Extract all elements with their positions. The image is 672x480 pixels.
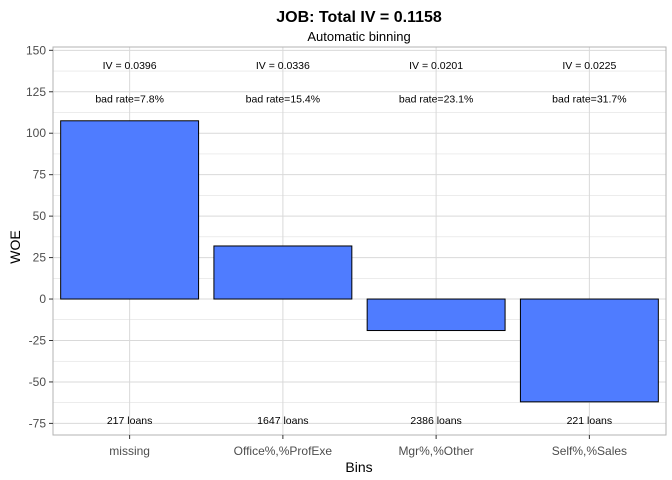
- y-tick-label: -75: [29, 416, 47, 430]
- bad-rate-label-0: bad rate=7.8%: [95, 93, 164, 105]
- bad-rate-label-2: bad rate=23.1%: [399, 93, 473, 105]
- x-tick-label: Office%,%ProfExe: [234, 444, 333, 458]
- iv-label-2: IV = 0.0201: [409, 60, 463, 72]
- y-tick-label: -50: [29, 375, 47, 389]
- x-tick-label: Mgr%,%Other: [398, 444, 473, 458]
- bad-rate-label-3: bad rate=31.7%: [552, 93, 626, 105]
- x-tick-label: missing: [109, 444, 150, 458]
- y-tick-label: 0: [39, 292, 46, 306]
- bars: [60, 120, 659, 403]
- y-tick-label: -25: [29, 333, 47, 347]
- y-tick-label: 50: [33, 209, 47, 223]
- y-tick-label: 75: [33, 168, 47, 182]
- chart-title: JOB: Total IV = 0.1158: [276, 9, 442, 26]
- y-axis-title: WOE: [7, 230, 23, 263]
- y-tick-label: 100: [26, 126, 46, 140]
- bar-3: [519, 298, 659, 403]
- chart-subtitle: Automatic binning: [307, 29, 410, 44]
- y-tick-label: 150: [26, 43, 46, 57]
- y-tick-label: 125: [26, 85, 46, 99]
- bad-rate-label-1: bad rate=15.4%: [246, 93, 320, 105]
- loan-count-label-2: 2386 loans: [410, 415, 461, 427]
- bar-0: [60, 120, 200, 300]
- loan-count-label-1: 1647 loans: [257, 415, 308, 427]
- x-axis-title: Bins: [345, 459, 372, 475]
- bar-annotations: IV = 0.0396 IV = 0.0336 IV = 0.0201 IV = 0.…: [95, 60, 626, 427]
- iv-label-3: IV = 0.0225: [562, 60, 616, 72]
- y-axis-ticks: -75 -50 -25 0 25 50 75 100 125 150: [26, 43, 53, 430]
- loan-count-label-3: 221 loans: [567, 415, 613, 427]
- bar-2: [366, 298, 506, 332]
- bar-1: [213, 245, 353, 300]
- x-tick-label: Self%,%Sales: [552, 444, 627, 458]
- y-tick-label: 25: [33, 251, 47, 265]
- plot-panel-border: [52, 46, 667, 436]
- iv-label-0: IV = 0.0396: [103, 60, 157, 72]
- loan-count-label-0: 217 loans: [107, 415, 153, 427]
- x-axis-ticks: missing Office%,%ProfExe Mgr%,%Other Self%,…: [109, 435, 627, 458]
- iv-label-1: IV = 0.0336: [256, 60, 310, 72]
